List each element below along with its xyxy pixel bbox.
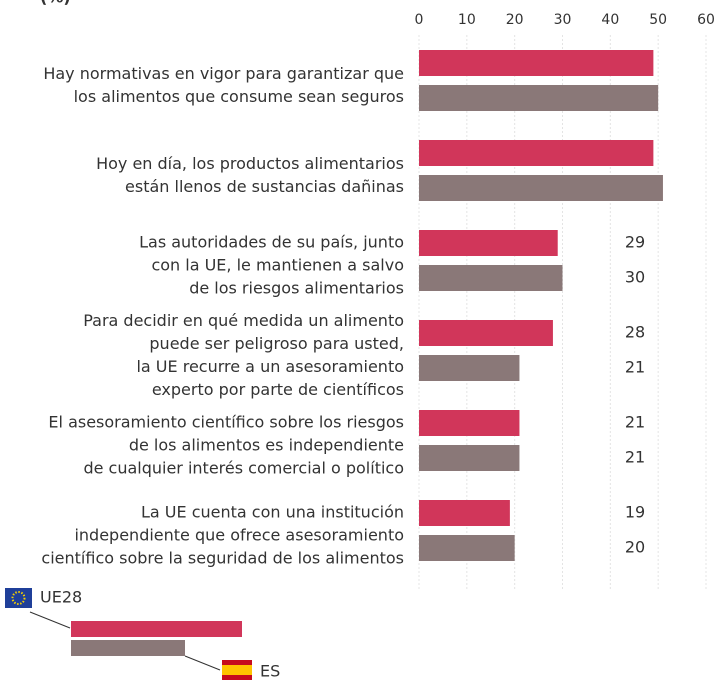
category-label: Hoy en día, los productos alimentarios [96,154,404,173]
x-tick-label: 20 [506,12,524,28]
category-label: los alimentos que consume sean seguros [74,87,404,106]
value-label: 21 [625,448,645,467]
category-label: independiente que ofrece asesoramiento [74,526,404,545]
category-label: El asesoramiento científico sobre los ri… [48,413,404,432]
category-label: Para decidir en qué medida un alimento [83,311,404,330]
x-tick-label: 50 [649,12,667,28]
bar [419,410,520,436]
legend-leader [184,655,221,671]
value-label: 30 [625,268,645,287]
bar [419,535,515,561]
category-label: experto por parte de científicos [152,380,404,399]
bar [419,230,558,256]
bar [419,355,520,381]
category-label: Las autoridades de su país, junto [139,233,404,252]
category-label: de los alimentos es independiente [129,436,404,455]
category-label: de los riesgos alimentarios [189,279,404,298]
category-label: la UE recurre a un asesoramiento [136,357,404,376]
legend [5,588,252,680]
legend-leader [29,611,71,629]
category-label: Hay normativas en vigor para garantizar … [43,64,404,83]
x-tick-label: 40 [601,12,619,28]
value-label: 21 [625,413,645,432]
value-label: 21 [625,358,645,377]
category-label: puede ser peligroso para usted, [149,334,404,353]
legend-label: UE28 [40,588,82,607]
category-label: están llenos de sustancias dañinas [125,177,404,196]
es-flag-band [222,665,252,675]
bar [419,50,654,76]
value-label: 20 [625,538,645,557]
chart-title: (%) [40,0,71,7]
legend-label: ES [260,662,280,681]
category-label: con la UE, le mantienen a salvo [151,256,404,275]
x-tick-label: 60 [697,12,715,28]
value-label: 29 [625,233,645,252]
value-label: 28 [625,323,645,342]
bar [419,445,520,471]
bar [419,85,659,111]
bar [419,500,510,526]
x-tick-label: 10 [458,12,476,28]
x-tick-label: 30 [554,12,572,28]
category-label: de cualquier interés comercial o polític… [83,459,404,478]
category-label: científico sobre la seguridad de los ali… [41,549,404,568]
bar [419,320,553,346]
bar [419,175,663,201]
legend-swatch [71,640,185,656]
eu-stars [11,591,26,605]
value-label: 19 [625,503,645,522]
bar [419,265,563,291]
category-label: La UE cuenta con una institución [141,503,404,522]
x-tick-label: 0 [415,12,424,28]
legend-swatch [71,621,242,637]
eu-flag [5,588,32,608]
bar [419,140,654,166]
